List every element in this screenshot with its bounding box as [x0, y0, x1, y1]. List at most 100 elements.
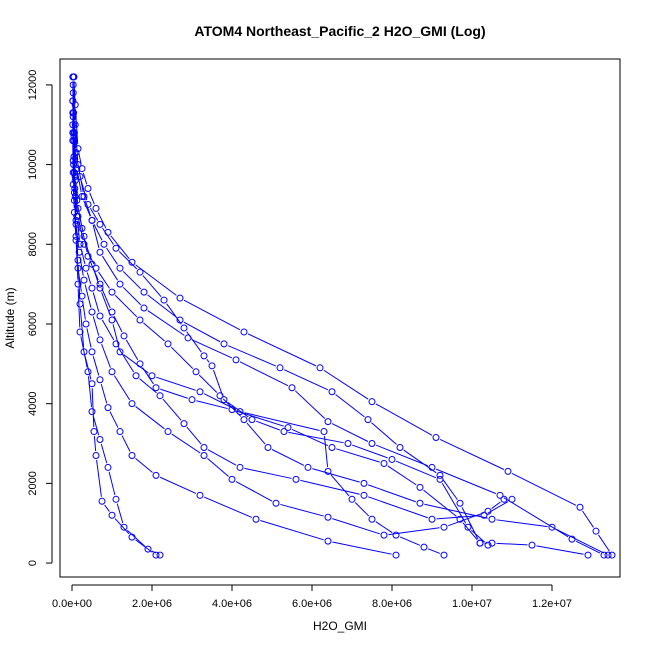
series-segment — [159, 476, 197, 494]
series-segment — [73, 81, 76, 101]
data-point — [160, 296, 168, 304]
data-point — [240, 328, 248, 336]
data-point — [476, 539, 484, 547]
data-point — [320, 428, 328, 436]
series-segment — [244, 467, 292, 479]
data-point — [416, 483, 424, 491]
series-segment — [110, 235, 130, 260]
data-point — [144, 545, 152, 553]
series-segment — [89, 208, 99, 221]
data-point — [78, 224, 86, 232]
series-segment — [142, 367, 154, 385]
data-point — [220, 340, 228, 348]
data-point — [396, 444, 404, 451]
data-point — [188, 396, 196, 404]
data-point — [120, 332, 128, 340]
series-segment — [170, 346, 194, 369]
data-point — [416, 499, 424, 507]
data-point — [604, 551, 612, 559]
data-point — [69, 109, 77, 117]
series-segment — [92, 415, 100, 436]
series-segment — [76, 220, 80, 240]
data-point — [488, 539, 496, 547]
series-segment — [96, 459, 102, 497]
series-segment — [100, 383, 108, 404]
series-segment — [496, 519, 548, 528]
data-point — [380, 531, 388, 539]
data-point — [176, 294, 184, 302]
series-segment — [294, 390, 326, 419]
series-segment — [75, 244, 79, 264]
data-point — [128, 258, 136, 266]
series-segment — [388, 527, 440, 536]
data-point — [180, 420, 188, 428]
data-point — [75, 248, 83, 256]
data-point — [504, 467, 512, 475]
data-point — [112, 495, 120, 503]
x-tick-label: 4.0e+06 — [212, 598, 252, 610]
series-segment — [183, 321, 221, 343]
data-point — [164, 428, 172, 436]
data-point — [69, 181, 77, 189]
data-point — [252, 515, 260, 523]
data-point — [156, 392, 164, 400]
data-point — [100, 240, 108, 248]
series-segment — [80, 336, 88, 368]
data-point — [82, 264, 90, 272]
data-point — [152, 384, 160, 392]
series-segment — [222, 398, 242, 417]
series-segment — [82, 300, 86, 320]
data-point — [82, 320, 90, 328]
series-segment — [160, 388, 188, 399]
series-segment — [114, 518, 130, 535]
data-point — [70, 73, 78, 81]
data-point — [608, 551, 616, 559]
series-segment — [147, 310, 185, 336]
series-segment — [106, 247, 118, 265]
data-point — [108, 288, 116, 296]
data-point — [152, 471, 160, 479]
data-point — [484, 541, 492, 549]
series-segment — [100, 443, 108, 464]
data-point — [98, 497, 106, 505]
data-point — [592, 527, 600, 535]
data-point — [368, 515, 376, 523]
data-point — [74, 212, 82, 220]
series-segment — [76, 228, 80, 248]
series-segment — [331, 423, 369, 442]
data-point — [228, 475, 236, 483]
x-tick-label: 8.0e+06 — [372, 598, 412, 610]
data-point — [96, 220, 104, 228]
data-point — [88, 284, 96, 292]
x-tick-label: 1.0e+07 — [452, 598, 492, 610]
series-segment — [227, 345, 277, 367]
data-point — [116, 348, 124, 356]
data-point — [112, 340, 120, 348]
data-point — [264, 444, 272, 451]
data-point — [232, 356, 240, 364]
series-segment — [291, 428, 329, 447]
series-segment — [191, 339, 233, 359]
series-segment — [332, 518, 380, 535]
series-segment — [76, 156, 80, 173]
series-segment — [114, 294, 138, 318]
data-point — [324, 418, 332, 426]
series-segment — [121, 435, 131, 452]
data-point — [76, 328, 84, 336]
data-point — [428, 515, 436, 523]
series-segment — [427, 548, 441, 554]
data-point — [388, 455, 396, 463]
x-tick-label: 1.2e+07 — [532, 598, 572, 610]
series-segment — [142, 275, 162, 297]
data-point — [216, 392, 224, 400]
series-segment — [143, 322, 165, 342]
series-segment — [442, 478, 458, 500]
data-point — [88, 408, 96, 416]
series-segment — [79, 256, 84, 276]
data-point — [208, 362, 216, 370]
series-segment — [598, 534, 610, 552]
series-segment — [235, 481, 273, 502]
series-segment — [375, 403, 433, 436]
